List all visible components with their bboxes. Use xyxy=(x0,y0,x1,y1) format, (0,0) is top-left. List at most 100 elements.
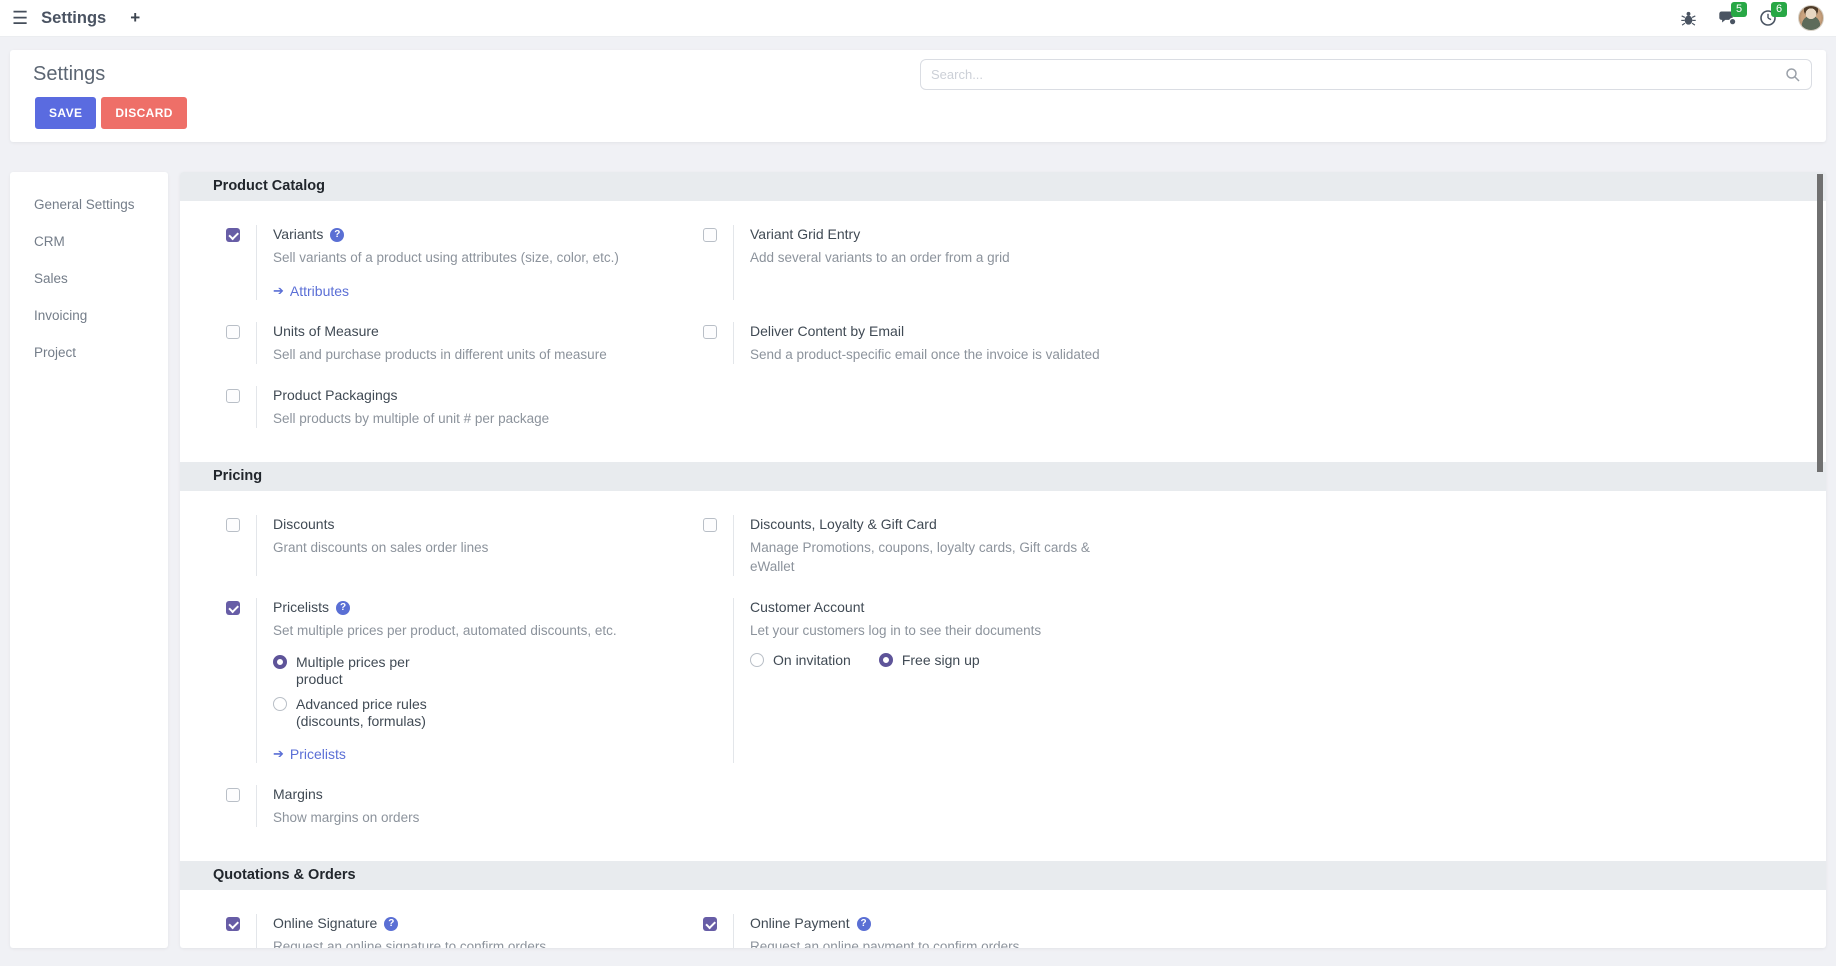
setting-label: Variant Grid Entry xyxy=(750,226,861,242)
pricelists-radio-group: Multiple prices per product Advanced pri… xyxy=(273,654,690,730)
app-title[interactable]: Settings xyxy=(41,8,107,27)
search-input[interactable] xyxy=(931,67,1785,82)
discounts-checkbox[interactable] xyxy=(226,518,240,532)
setting-description: Sell products by multiple of unit # per … xyxy=(273,411,550,426)
sidebar-item-crm[interactable]: CRM xyxy=(34,234,65,249)
section-header-product-catalog: Product Catalog xyxy=(180,172,1826,201)
sidebar-item-invoicing[interactable]: Invoicing xyxy=(34,308,88,323)
product-packagings-checkbox[interactable] xyxy=(226,389,240,403)
radio-option-free-sign-up[interactable]: Free sign up xyxy=(878,652,980,677)
setting-description: Add several variants to an order from a … xyxy=(750,250,1010,265)
debug-bug-icon[interactable] xyxy=(1678,8,1698,28)
deliver-content-checkbox[interactable] xyxy=(703,325,717,339)
messages-count-badge: 5 xyxy=(1731,2,1748,17)
setting-label: Discounts, Loyalty & Gift Card xyxy=(750,516,937,532)
setting-variant-grid-entry: Variant Grid Entry Add several variants … xyxy=(690,225,1167,300)
top-navbar: ☰ Settings + 5 xyxy=(0,0,1836,37)
settings-panel: Product Catalog Variants ? Sell variants… xyxy=(180,172,1826,948)
setting-description: Manage Promotions, coupons, loyalty card… xyxy=(750,540,1090,574)
radio-option-multiple-prices[interactable]: Multiple prices per product xyxy=(273,654,690,688)
radio-option-advanced-rules[interactable]: Advanced price rules (discounts, formula… xyxy=(273,696,690,730)
clock-icon xyxy=(1760,10,1776,26)
setting-customer-account: Customer Account Let your customers log … xyxy=(690,598,1167,763)
customer-account-radio-group: On invitation Free sign up xyxy=(750,652,1167,677)
setting-discounts: Discounts Grant discounts on sales order… xyxy=(213,515,690,576)
messages-menu[interactable]: 5 xyxy=(1718,2,1748,28)
sidebar-item-sales[interactable]: Sales xyxy=(34,271,68,286)
loyalty-checkbox[interactable] xyxy=(703,518,717,532)
radio-option-on-invitation[interactable]: On invitation xyxy=(750,652,851,669)
header-actions: SAVE DISCARD xyxy=(35,97,1812,129)
settings-header: Settings SAVE DISCARD xyxy=(10,50,1826,142)
settings-search[interactable] xyxy=(920,59,1812,90)
setting-label: Online Payment xyxy=(750,915,850,931)
setting-label: Margins xyxy=(273,786,323,802)
setting-label: Variants xyxy=(273,226,324,242)
setting-deliver-content-by-email: Deliver Content by Email Send a product-… xyxy=(690,322,1167,364)
setting-pricelists: Pricelists ? Set multiple prices per pro… xyxy=(213,598,690,763)
setting-discounts-loyalty-gift-card: Discounts, Loyalty & Gift Card Manage Pr… xyxy=(690,515,1167,576)
setting-description: Request an online payment to confirm ord… xyxy=(750,939,1020,948)
radio-selected-icon[interactable] xyxy=(273,655,287,669)
hamburger-menu-icon[interactable]: ☰ xyxy=(12,7,29,28)
setting-label: Units of Measure xyxy=(273,323,379,339)
online-signature-checkbox[interactable] xyxy=(226,917,240,931)
new-tab-icon[interactable]: + xyxy=(130,8,141,27)
setting-label: Deliver Content by Email xyxy=(750,323,905,339)
setting-label: Customer Account xyxy=(750,599,865,615)
units-of-measure-checkbox[interactable] xyxy=(226,325,240,339)
pricelists-checkbox[interactable] xyxy=(226,601,240,615)
radio-unselected-icon[interactable] xyxy=(273,697,287,711)
setting-label: Discounts xyxy=(273,516,335,532)
section-header-pricing: Pricing xyxy=(180,462,1826,491)
setting-online-signature: Online Signature ? Request an online sig… xyxy=(213,914,690,948)
save-button[interactable]: SAVE xyxy=(35,97,97,129)
variant-grid-entry-checkbox[interactable] xyxy=(703,228,717,242)
sidebar-item-general-settings[interactable]: General Settings xyxy=(34,197,135,212)
chat-bubbles-icon xyxy=(1718,11,1736,25)
setting-description: Sell variants of a product using attribu… xyxy=(273,250,619,265)
bug-icon xyxy=(1680,11,1696,26)
arrow-right-icon: ➔ xyxy=(273,283,284,298)
link-label: Attributes xyxy=(289,283,350,299)
radio-label: Advanced price rules (discounts, formula… xyxy=(296,696,427,729)
section-header-quotations-orders: Quotations & Orders xyxy=(180,861,1826,890)
discard-button[interactable]: DISCARD xyxy=(101,97,187,129)
section-grid-product-catalog: Variants ? Sell variants of a product us… xyxy=(180,201,1826,428)
section-grid-quotations-orders: Online Signature ? Request an online sig… xyxy=(180,890,1826,948)
sidebar-item-project[interactable]: Project xyxy=(34,345,77,360)
vertical-scrollbar-thumb[interactable] xyxy=(1817,174,1823,472)
activities-count-badge: 6 xyxy=(1771,2,1788,17)
setting-description: Sell and purchase products in different … xyxy=(273,347,607,362)
arrow-right-icon: ➔ xyxy=(273,746,284,761)
setting-variants: Variants ? Sell variants of a product us… xyxy=(213,225,690,300)
help-icon[interactable]: ? xyxy=(330,227,345,242)
settings-sidebar: General Settings CRM Sales Invoicing Pro… xyxy=(10,172,168,948)
activities-menu[interactable]: 6 xyxy=(1758,2,1788,28)
radio-label: On invitation xyxy=(773,652,851,668)
systray: 5 6 xyxy=(1678,2,1824,31)
radio-selected-icon[interactable] xyxy=(878,653,893,667)
setting-description: Grant discounts on sales order lines xyxy=(273,540,489,555)
radio-label: Multiple prices per product xyxy=(296,654,410,687)
section-grid-pricing: Discounts Grant discounts on sales order… xyxy=(180,491,1826,827)
margins-checkbox[interactable] xyxy=(226,788,240,802)
pricelists-link[interactable]: ➔ Pricelists xyxy=(273,746,346,762)
setting-margins: Margins Show margins on orders xyxy=(213,785,690,827)
search-icon[interactable] xyxy=(1785,67,1801,83)
settings-body: General Settings CRM Sales Invoicing Pro… xyxy=(10,172,1826,948)
attributes-link[interactable]: ➔ Attributes xyxy=(273,283,349,299)
page-title: Settings xyxy=(33,63,106,85)
setting-description: Let your customers log in to see their d… xyxy=(750,623,1042,638)
setting-product-packagings: Product Packagings Sell products by mult… xyxy=(213,386,690,428)
user-avatar[interactable] xyxy=(1798,5,1824,31)
help-icon[interactable]: ? xyxy=(856,916,871,931)
help-icon[interactable]: ? xyxy=(336,600,351,615)
setting-description: Request an online signature to confirm o… xyxy=(273,939,547,948)
variants-checkbox[interactable] xyxy=(226,228,240,242)
online-payment-checkbox[interactable] xyxy=(703,917,717,931)
radio-unselected-icon[interactable] xyxy=(750,653,764,667)
setting-description: Send a product-specific email once the i… xyxy=(750,347,1100,362)
help-icon[interactable]: ? xyxy=(384,916,399,931)
radio-label: Free sign up xyxy=(901,652,980,668)
